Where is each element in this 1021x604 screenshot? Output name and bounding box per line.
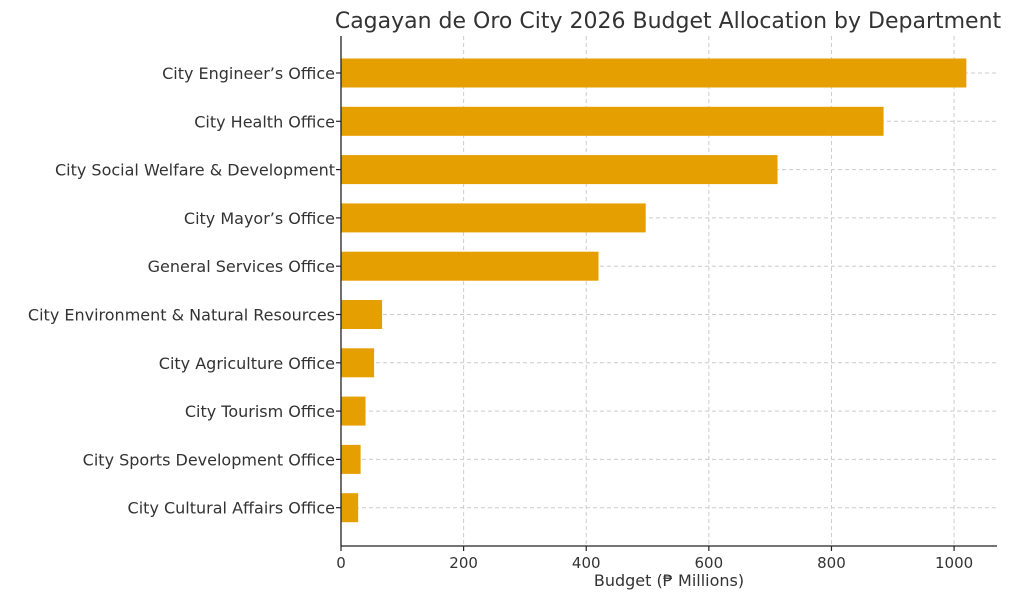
bar xyxy=(341,300,383,329)
category-label: City Engineer’s Office xyxy=(162,64,335,83)
category-label: City Environment & Natural Resources xyxy=(28,306,335,325)
category-label: City Agriculture Office xyxy=(159,354,335,373)
category-label: City Social Welfare & Development xyxy=(55,161,335,180)
x-tick-labels: 0 200 400 600 800 1000 xyxy=(336,72,973,572)
category-labels: City Engineer’s Office City Health Office… xyxy=(28,64,335,518)
x-tick-label: 400 xyxy=(572,554,601,572)
x-tick-label: 200 xyxy=(449,554,478,572)
bar xyxy=(341,251,599,281)
category-label: General Services Office xyxy=(148,257,335,276)
bar xyxy=(341,396,366,426)
x-tick-label: 0 xyxy=(336,554,346,572)
bars xyxy=(341,58,967,523)
category-label: City Sports Development Office xyxy=(83,450,335,469)
category-label: City Mayor’s Office xyxy=(184,209,335,228)
x-tick-label: 600 xyxy=(695,554,724,572)
category-label: City Tourism Office xyxy=(185,402,335,421)
bar xyxy=(341,106,884,136)
bar xyxy=(341,348,375,378)
x-tick-label: 1000 xyxy=(935,554,973,572)
category-label: City Health Office xyxy=(194,112,335,131)
bar xyxy=(341,493,359,523)
bar xyxy=(341,444,361,474)
category-label: City Cultural Affairs Office xyxy=(128,499,335,518)
chart-title: Cagayan de Oro City 2026 Budget Allocati… xyxy=(335,9,1002,34)
bar xyxy=(341,58,967,88)
bar xyxy=(341,203,646,233)
x-tick-label: 800 xyxy=(817,554,846,572)
bar xyxy=(341,155,778,185)
x-axis-label: Budget (₱ Millions) xyxy=(594,571,744,590)
